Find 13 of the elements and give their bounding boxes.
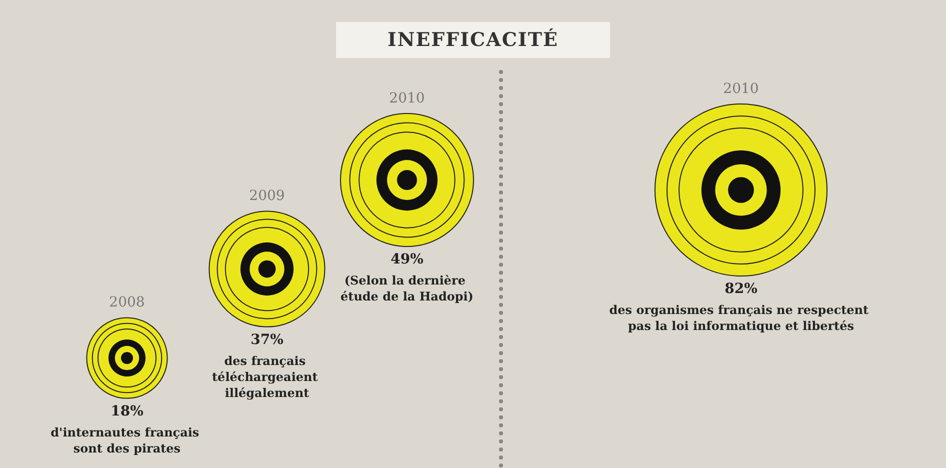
category-label: 2009	[249, 188, 285, 204]
text: des français téléchargeaient illégalement	[212, 354, 322, 400]
text: des organismes français ne respectent pas la loi informatique et libertés	[609, 303, 873, 334]
category-label: 2010	[389, 90, 425, 106]
category-label: 2008	[109, 294, 145, 311]
text: d'internautes français sont des pirates	[50, 425, 204, 456]
text: INEFFICACITÉ	[336, 22, 610, 58]
data-label: 49%	[390, 252, 424, 268]
data-label: 82%	[724, 281, 758, 298]
data-label: 18%	[110, 403, 144, 420]
data-label: 37%	[250, 332, 284, 348]
category-label: 2010	[723, 80, 759, 97]
text: (Selon la dernière étude de la Hadopi)	[340, 274, 474, 304]
